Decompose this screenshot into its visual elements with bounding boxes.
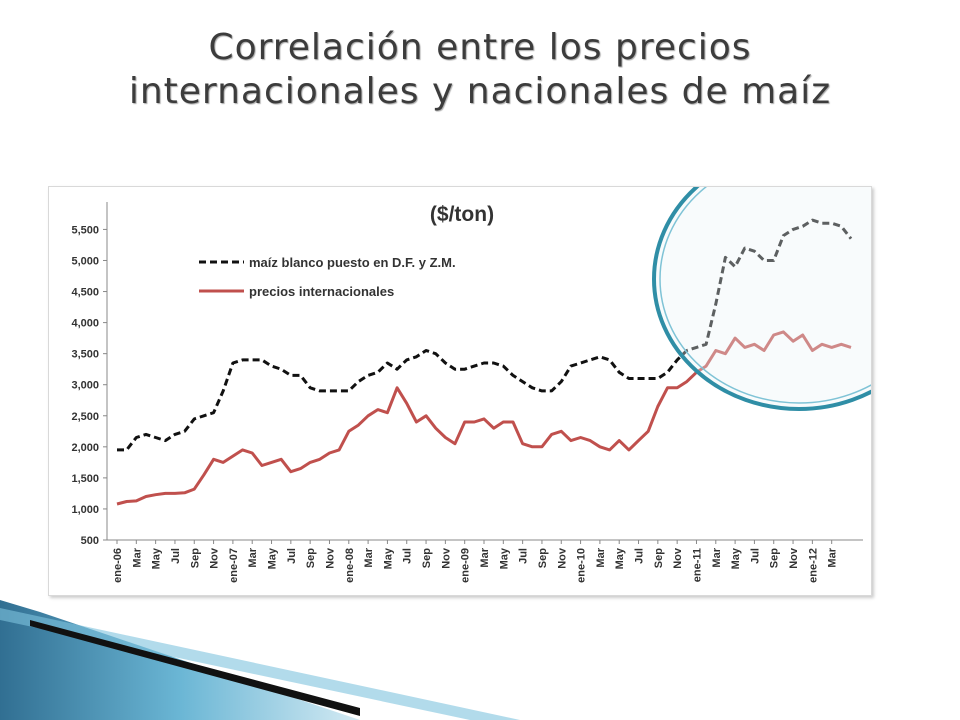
x-tick-label: Sep: [769, 548, 781, 568]
y-tick-label: 2,500: [71, 411, 99, 423]
x-tick-label: Mar: [827, 547, 839, 567]
x-tick-label: ene-09: [460, 548, 472, 583]
series-line-2: [116, 330, 852, 506]
chart-title: ($/ton): [430, 203, 494, 226]
x-tick-label: Jul: [286, 548, 298, 564]
x-tick-label: May: [498, 547, 510, 569]
x-tick-label: May: [730, 547, 742, 569]
y-tick-label: 4,000: [71, 318, 99, 330]
x-tick-label: Nov: [788, 547, 800, 569]
x-tick-label: ene-07: [228, 548, 240, 583]
x-tick-label: Sep: [189, 548, 201, 568]
x-tick-label: ene-06: [112, 548, 124, 583]
slide-title: Correlación entre los precios internacio…: [0, 26, 960, 114]
x-tick-label: Nov: [209, 547, 221, 569]
x-tick-label: May: [267, 547, 279, 569]
price-chart: ($/ton) maíz blanco puesto en D.F. y Z.M…: [71, 147, 946, 583]
legend-label-series-1: maíz blanco puesto en D.F. y Z.M.: [249, 255, 456, 270]
chart-axes: 500 1,000 1,500 2,000 2,500 3,000 3,500 4,000 4,…: [71, 202, 863, 583]
x-tick-label: Mar: [595, 547, 607, 567]
chart-frame: ($/ton) maíz blanco puesto en D.F. y Z.M…: [48, 147, 946, 596]
x-tick-label: ene-11: [691, 548, 703, 582]
y-tick-label: 3,000: [71, 380, 99, 392]
y-tick-label: 5,000: [71, 255, 99, 267]
x-tick-label: Jul: [634, 548, 646, 564]
highlight-circle: [652, 147, 946, 411]
y-tick-label: 5,500: [71, 224, 99, 236]
x-tick-label: Mar: [131, 547, 143, 567]
x-tick-label: Nov: [556, 547, 568, 569]
x-tick-label: Sep: [653, 548, 665, 568]
y-tick-label: 1,000: [71, 504, 99, 516]
series-line-1: [117, 218, 853, 452]
y-tick-label: 1,500: [71, 473, 99, 485]
x-tick-label: Jul: [170, 548, 182, 564]
x-tick-label: Mar: [363, 547, 375, 567]
x-tick-label: Nov: [440, 547, 452, 569]
chart-series: [116, 147, 946, 506]
x-tick-label: Jul: [749, 548, 761, 564]
x-tick-label: ene-12: [807, 548, 819, 583]
x-tick-label: Mar: [479, 547, 491, 567]
x-tick-label: Nov: [324, 547, 336, 569]
slide-title-line-1: Correlación entre los precios: [208, 27, 752, 68]
y-tick-label: 500: [81, 535, 99, 547]
x-tick-label: Nov: [672, 547, 684, 569]
y-tick-label: 2,000: [71, 442, 99, 454]
x-tick-label: Jul: [518, 548, 530, 564]
x-tick-label: Mar: [711, 547, 723, 567]
x-tick-label: ene-08: [344, 548, 356, 583]
y-tick-label: 3,500: [71, 349, 99, 361]
x-tick-label: Jul: [402, 548, 414, 564]
decorative-swoosh: [0, 600, 520, 720]
x-tick-label: May: [382, 547, 394, 569]
chart-legend: maíz blanco puesto en D.F. y Z.M. precio…: [199, 255, 456, 299]
x-tick-label: Mar: [247, 547, 259, 567]
x-tick-label: Sep: [421, 548, 433, 568]
x-tick-label: Sep: [305, 548, 317, 568]
x-tick-label: Sep: [537, 548, 549, 568]
legend-label-series-2: precios internacionales: [249, 284, 394, 299]
x-tick-label: ene-10: [576, 548, 588, 583]
x-tick-label: May: [151, 547, 163, 569]
x-tick-label: May: [614, 547, 626, 569]
slide-title-line-2: internacionales y nacionales de maíz: [128, 71, 832, 112]
y-tick-label: 4,500: [71, 287, 99, 299]
